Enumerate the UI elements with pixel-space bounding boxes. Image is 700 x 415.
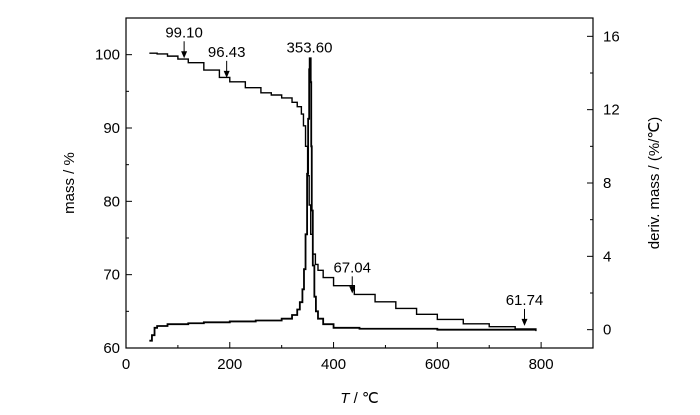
y-left-tick-label: 70 (103, 267, 120, 284)
derivative-mass-line (149, 57, 536, 342)
x-axis-title: T / ℃ (340, 390, 379, 407)
y-axis-left: 60 70 80 90 100 (95, 17, 132, 357)
x-tick-label: 800 (529, 356, 554, 373)
y-right-tick-label: 16 (603, 28, 620, 45)
x-tick-label: 400 (321, 356, 346, 373)
x-tick-label: 0 (122, 356, 130, 373)
x-tick-label: 600 (425, 356, 450, 373)
y-left-tick-label: 90 (103, 120, 120, 137)
y-right-tick-label: 0 (603, 322, 611, 339)
annotation-label: 61.74 (506, 292, 544, 309)
annotation-label: 96.43 (208, 44, 246, 61)
mass-line (149, 52, 537, 332)
annotation-arrow-head (521, 318, 528, 326)
x-tick-label: 200 (217, 356, 242, 373)
y-axis-right: 0 4 8 12 16 (587, 28, 620, 339)
y-left-tick-label: 60 (103, 340, 120, 357)
y-axis-left-title: mass / % (61, 152, 78, 214)
x-axis-symbol: T (340, 390, 351, 407)
annotation-label: 67.04 (333, 259, 371, 276)
x-axis-unit: / ℃ (349, 390, 378, 407)
peak-label: 353.60 (287, 39, 333, 56)
x-axis: 0 200 400 600 800 (122, 342, 554, 373)
annotation-layer: 99.10 96.43 353.60 67.04 61.74 (165, 24, 543, 326)
y-right-tick-label: 4 (603, 248, 611, 265)
y-left-tick-label: 80 (103, 193, 120, 210)
series-layer (149, 52, 537, 342)
y-right-tick-label: 12 (603, 102, 620, 119)
annotation-arrow-head (349, 286, 356, 294)
annotation-label: 99.10 (165, 24, 203, 41)
annotation-arrow-head (181, 51, 188, 59)
y-right-tick-label: 8 (603, 175, 611, 192)
annotation-arrow-head (223, 70, 230, 78)
y-axis-right-title: deriv. mass / (%/℃) (646, 117, 663, 249)
y-left-tick-label: 100 (95, 47, 120, 64)
